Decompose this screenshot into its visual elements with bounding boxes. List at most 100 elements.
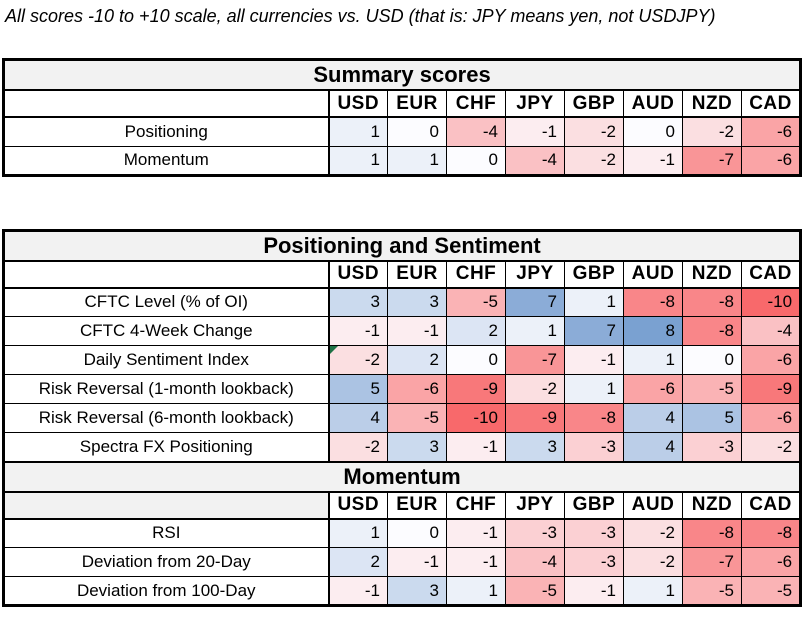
score-cell-cad: -6 [740, 547, 802, 577]
score-cell-aud: -8 [623, 287, 683, 317]
column-header-usd: USD [327, 89, 388, 118]
score-cell-usd: 2 [327, 547, 388, 577]
score-cell-cad: -8 [740, 518, 802, 548]
score-row-deviation-from-20-day: Deviation from 20-Day 2 -1 -1 -4 -3 -2 -7 -6 [3, 547, 802, 577]
score-cell-cad: -2 [740, 432, 802, 462]
row-label: CFTC 4-Week Change [3, 316, 329, 346]
row-label: Positioning [3, 116, 329, 147]
column-header-chf: CHF [446, 89, 506, 118]
score-cell-eur: -5 [387, 403, 447, 433]
score-cell-cad: -6 [740, 145, 802, 176]
section-title-momentum: Momentum [2, 460, 802, 493]
score-cell-jpy: -4 [505, 145, 565, 176]
column-header-cad: CAD [740, 491, 802, 520]
section-title-positioning-and-sentiment: Positioning and Sentiment [2, 229, 802, 262]
score-cell-gbp: -1 [564, 345, 624, 375]
score-cell-cad: -9 [740, 374, 802, 404]
score-cell-jpy: -5 [505, 576, 565, 606]
column-header-eur: EUR [387, 491, 447, 520]
score-cell-nzd: -7 [682, 547, 742, 577]
score-cell-gbp: 1 [564, 287, 624, 317]
score-cell-cad: -5 [740, 576, 802, 606]
score-cell-nzd: -5 [682, 576, 742, 606]
score-cell-gbp: -8 [564, 403, 624, 433]
score-cell-nzd: -7 [682, 145, 742, 176]
score-cell-jpy: -4 [505, 547, 565, 577]
score-cell-jpy: 3 [505, 432, 565, 462]
row-label: Spectra FX Positioning [3, 432, 329, 462]
score-cell-aud: 4 [623, 432, 683, 462]
row-label: Risk Reversal (6-month lookback) [3, 403, 329, 433]
column-header-cad: CAD [740, 260, 802, 289]
row-label: CFTC Level (% of OI) [3, 287, 329, 317]
score-cell-eur: 0 [387, 116, 447, 147]
score-cell-cad: -6 [740, 116, 802, 147]
score-cell-aud: 4 [623, 403, 683, 433]
score-cell-nzd: -5 [682, 374, 742, 404]
row-label: Deviation from 20-Day [3, 547, 329, 577]
score-cell-chf: -1 [446, 518, 506, 548]
score-cell-aud: -2 [623, 547, 683, 577]
row-label: Deviation from 100-Day [3, 576, 329, 606]
score-cell-nzd: -8 [682, 316, 742, 346]
score-cell-aud: 1 [623, 345, 683, 375]
score-cell-nzd: -3 [682, 432, 742, 462]
score-cell-chf: 0 [446, 345, 506, 375]
section-title-row: Momentum [2, 460, 802, 493]
row-label: Momentum [3, 145, 329, 176]
score-cell-jpy: -2 [505, 374, 565, 404]
score-cell-chf: -1 [446, 432, 506, 462]
score-cell-nzd: -2 [682, 116, 742, 147]
section-title-row: Positioning and Sentiment [2, 229, 802, 262]
score-cell-cad: -4 [740, 316, 802, 346]
score-cell-gbp: -3 [564, 432, 624, 462]
score-table-block-2: Positioning and Sentiment USD EUR CHF JPY GBP… [2, 228, 803, 607]
score-cell-eur: -6 [387, 374, 447, 404]
score-cell-eur: 3 [387, 432, 447, 462]
column-header-gbp: GBP [564, 260, 624, 289]
score-cell-cad: -6 [740, 345, 802, 375]
column-header-eur: EUR [387, 260, 447, 289]
score-cell-aud: 0 [623, 116, 683, 147]
score-cell-chf: -1 [446, 547, 506, 577]
score-cell-eur: 1 [387, 145, 447, 176]
section-title-summary-scores: Summary scores [2, 58, 802, 91]
score-row-rsi: RSI 1 0 -1 -3 -3 -2 -8 -8 [3, 518, 802, 548]
column-header-nzd: NZD [682, 260, 742, 289]
score-cell-usd: 5 [327, 374, 388, 404]
score-cell-jpy: -7 [505, 345, 565, 375]
score-cell-jpy: -1 [505, 116, 565, 147]
score-cell-gbp: -2 [564, 116, 624, 147]
score-cell-jpy: 1 [505, 316, 565, 346]
score-cell-jpy: -3 [505, 518, 565, 548]
section-title-row: Summary scores [2, 58, 802, 91]
score-cell-eur: 2 [387, 345, 447, 375]
score-cell-chf: -5 [446, 287, 506, 317]
column-header-jpy: JPY [505, 260, 565, 289]
score-cell-usd: 3 [327, 287, 388, 317]
score-cell-usd: 1 [327, 145, 388, 176]
score-cell-usd: 1 [327, 518, 388, 548]
currency-header-row: USD EUR CHF JPY GBP AUD NZD CAD [3, 89, 802, 118]
header-spacer-cell [3, 260, 329, 289]
score-cell-chf: 2 [446, 316, 506, 346]
score-cell-nzd: 0 [682, 345, 742, 375]
score-cell-gbp: -1 [564, 576, 624, 606]
header-spacer-cell [3, 491, 329, 520]
score-cell-gbp: -2 [564, 145, 624, 176]
score-cell-chf: 0 [446, 145, 506, 176]
currency-header-row: USD EUR CHF JPY GBP AUD NZD CAD [3, 260, 802, 289]
score-cell-chf: 1 [446, 576, 506, 606]
score-row-daily-sentiment-index: Daily Sentiment Index -2 2 0 -7 -1 1 0 -6 [3, 345, 802, 375]
score-cell-gbp: 7 [564, 316, 624, 346]
score-row-risk-reversal-6-month-lookback: Risk Reversal (6-month lookback) 4 -5 -10 -9… [3, 403, 802, 433]
column-header-aud: AUD [623, 491, 683, 520]
score-cell-eur: -1 [387, 316, 447, 346]
score-cell-cad: -10 [740, 287, 802, 317]
column-header-nzd: NZD [682, 491, 742, 520]
caption-text: All scores -10 to +10 scale, all currenc… [5, 6, 716, 26]
score-cell-nzd: -8 [682, 287, 742, 317]
score-cell-eur: -1 [387, 547, 447, 577]
row-label: RSI [3, 518, 329, 548]
column-header-aud: AUD [623, 260, 683, 289]
